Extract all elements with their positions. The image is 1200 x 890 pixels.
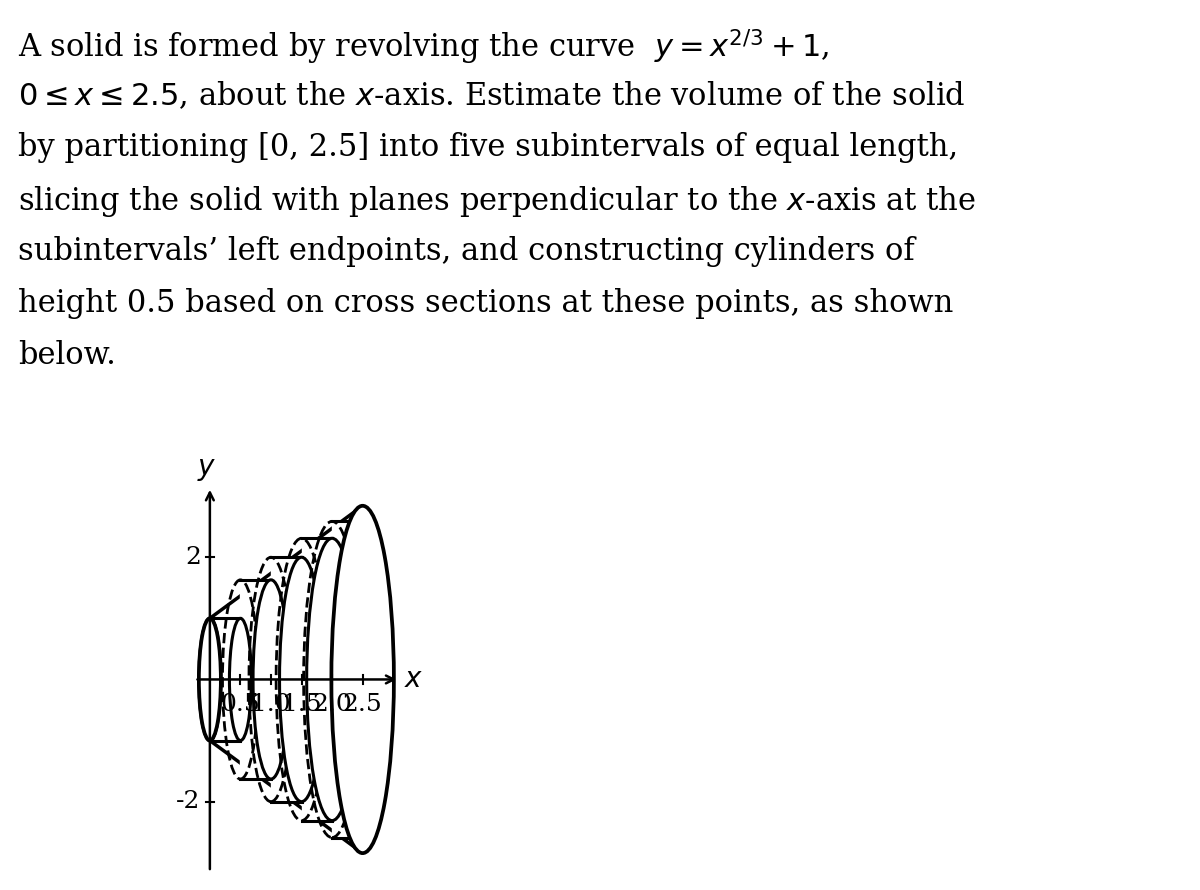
Polygon shape [332, 522, 362, 837]
Polygon shape [301, 538, 332, 821]
Text: $y$: $y$ [197, 456, 216, 482]
Ellipse shape [280, 557, 324, 802]
Polygon shape [271, 557, 301, 802]
Ellipse shape [331, 506, 394, 854]
Text: $x$: $x$ [404, 666, 424, 693]
Text: A solid is formed by revolving the curve  $y = x^{2/3}+1$,: A solid is formed by revolving the curve… [18, 28, 829, 68]
Polygon shape [210, 619, 240, 740]
Text: 1.5: 1.5 [282, 693, 322, 716]
Ellipse shape [307, 538, 358, 821]
Text: below.: below. [18, 340, 116, 371]
Ellipse shape [334, 522, 391, 837]
Ellipse shape [199, 619, 221, 740]
Text: 0.5: 0.5 [221, 693, 260, 716]
Polygon shape [240, 580, 271, 779]
Text: by partitioning [0, 2.5] into five subintervals of equal length,: by partitioning [0, 2.5] into five subin… [18, 132, 958, 163]
Ellipse shape [229, 619, 252, 740]
Text: -2: -2 [176, 790, 200, 813]
Text: height 0.5 based on cross sections at these points, as shown: height 0.5 based on cross sections at th… [18, 288, 953, 319]
Text: subintervals’ left endpoints, and constructing cylinders of: subintervals’ left endpoints, and constr… [18, 236, 914, 267]
Text: 2.0: 2.0 [312, 693, 352, 716]
Text: slicing the solid with planes perpendicular to the $x$-axis at the: slicing the solid with planes perpendicu… [18, 184, 976, 219]
Text: $0 \leq x \leq 2.5$, about the $x$-axis. Estimate the volume of the solid: $0 \leq x \leq 2.5$, about the $x$-axis.… [18, 80, 966, 112]
Text: 2: 2 [185, 546, 200, 569]
Text: 2.5: 2.5 [343, 693, 383, 716]
Ellipse shape [253, 580, 289, 779]
Text: 1.0: 1.0 [251, 693, 290, 716]
